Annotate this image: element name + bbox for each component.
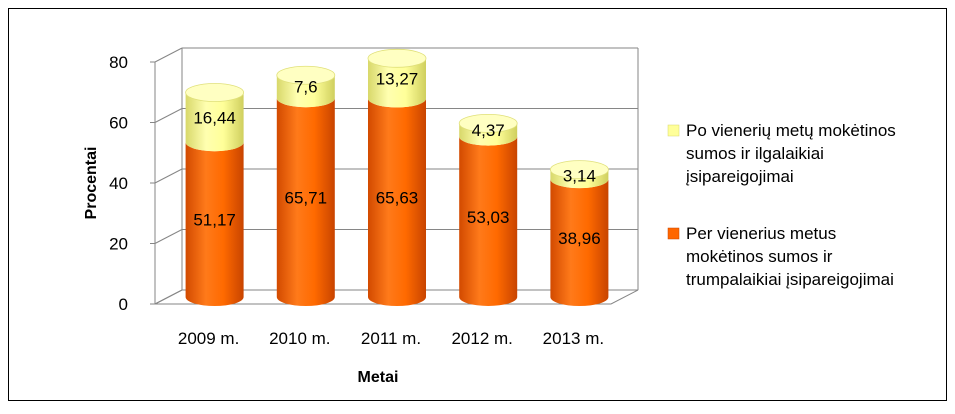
data-label-lower: 38,96 bbox=[558, 229, 601, 248]
data-label-lower: 65,71 bbox=[285, 189, 328, 208]
grid-depth-line bbox=[154, 47, 183, 63]
data-label-upper: 7,6 bbox=[294, 78, 318, 97]
x-tick-label: 2012 m. bbox=[451, 329, 512, 348]
y-axis-title: Procentai bbox=[83, 147, 100, 220]
bar-segment-lower bbox=[276, 98, 335, 306]
data-label-upper: 13,27 bbox=[376, 69, 419, 88]
bar-top-cap bbox=[458, 113, 518, 133]
bar-top-cap bbox=[550, 160, 609, 180]
bar-top-cap bbox=[367, 48, 427, 68]
y-tick-label: 40 bbox=[109, 174, 128, 193]
data-label-upper: 4,37 bbox=[472, 121, 505, 140]
legend: Po vienerių metų mokėtinos sumos ir ilgal… bbox=[667, 121, 896, 289]
legend-swatch bbox=[667, 124, 680, 137]
bar-top-cap bbox=[185, 83, 245, 102]
grid-depth-line bbox=[154, 108, 183, 123]
y-tick-label: 20 bbox=[109, 235, 128, 254]
grid-depth-line bbox=[154, 168, 183, 184]
data-label-lower: 51,17 bbox=[193, 211, 236, 230]
bar-top-cap bbox=[276, 65, 336, 85]
legend-label: Per vienerius metus bbox=[686, 224, 836, 243]
bar-segment-lower bbox=[185, 142, 244, 306]
x-tick-label: 2010 m. bbox=[269, 329, 330, 348]
x-axis-title: Metai bbox=[358, 369, 399, 386]
axes: 0 20 40 60 80 Procentai Metai 2009 m. 2010 m. 201… bbox=[83, 53, 604, 386]
y-tick-label: 80 bbox=[109, 53, 128, 72]
bar-group: 65,63 13,27 bbox=[367, 48, 427, 306]
x-tick-label: 2009 m. bbox=[178, 329, 239, 348]
legend-label: sumos ir ilgalaikiai bbox=[686, 144, 824, 163]
bar-segment-upper bbox=[185, 92, 244, 152]
y-tick-label: 0 bbox=[119, 295, 128, 314]
bar-group: 53,03 4,37 bbox=[458, 113, 518, 306]
data-label-lower: 65,63 bbox=[376, 189, 419, 208]
legend-label: Po vienerių metų mokėtinos bbox=[686, 121, 896, 140]
bar-segment-lower bbox=[459, 136, 518, 306]
chart-frame bbox=[8, 8, 947, 401]
grid-depth-line bbox=[154, 229, 183, 244]
bar-segment-upper bbox=[459, 123, 518, 146]
bar-group: 65,71 7,6 bbox=[276, 65, 336, 306]
bar-segment-upper bbox=[368, 58, 426, 108]
legend-label: mokėtinos sumos ir bbox=[686, 247, 833, 266]
legend-label: trumpalaikiai įsipareigojimai bbox=[686, 270, 894, 289]
legend-label: įsipareigojimai bbox=[686, 167, 794, 186]
data-label-upper: 16,44 bbox=[193, 108, 236, 127]
bars: 51,17 16,44 65,71 7,6 65,63 13,27 53,03 4,37 38,… bbox=[185, 48, 609, 306]
x-tick-label: 2011 m. bbox=[361, 329, 421, 348]
x-tick-label: 2013 m. bbox=[543, 329, 604, 348]
data-label-lower: 53,03 bbox=[467, 208, 510, 227]
bar-group: 51,17 16,44 bbox=[185, 83, 245, 306]
legend-swatch bbox=[667, 227, 680, 240]
y-tick-label: 60 bbox=[109, 114, 128, 133]
bar-segment-lower bbox=[368, 98, 426, 306]
bar-segment-lower bbox=[550, 179, 609, 306]
data-label-upper: 3,14 bbox=[563, 167, 596, 186]
bar-group: 38,96 3,14 bbox=[550, 160, 609, 306]
floor bbox=[154, 289, 639, 305]
